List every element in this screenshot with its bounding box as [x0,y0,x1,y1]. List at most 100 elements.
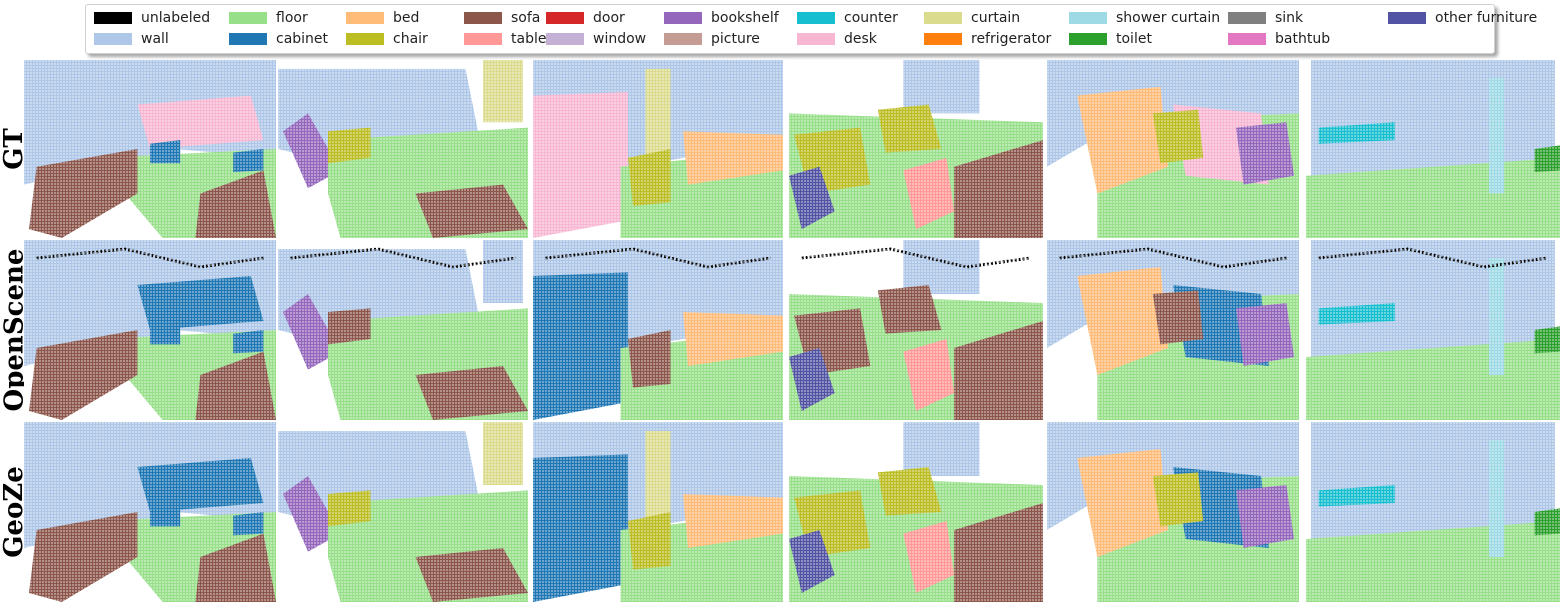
legend-item-door: door [546,9,625,27]
panel-row2-col2 [278,240,528,420]
point-cloud-image [789,422,1043,602]
legend-label: bookshelf [711,10,779,26]
legend-label: sink [1275,10,1304,26]
panel-row2-col5 [1047,240,1299,420]
point-cloud-image [1047,60,1299,238]
panel-row1-col5 [1047,60,1299,238]
legend-item-shower-curtain: shower curtain [1069,9,1220,27]
point-cloud-image [1306,240,1560,420]
legend-label: picture [711,31,760,47]
panel-row1-col3 [533,60,783,238]
legend-label: curtain [971,10,1021,26]
legend-swatch [464,33,502,45]
legend-item-picture: picture [664,30,760,48]
legend-swatch [924,33,962,45]
panel-row3-col5 [1047,422,1299,602]
legend-label: shower curtain [1116,10,1221,26]
point-cloud-image [24,422,276,602]
legend-label: counter [844,10,898,26]
legend-item-wall: wall [94,30,169,48]
point-cloud-image [278,240,528,420]
legend-item-sofa: sofa [464,9,540,27]
legend-item-curtain: curtain [924,9,1020,27]
legend-label: bathtub [1275,31,1331,47]
legend-swatch [94,33,132,45]
panel-row3-col3 [533,422,783,602]
legend-label: table [511,31,547,47]
legend-swatch [1228,33,1266,45]
legend-label: sofa [511,10,541,26]
legend-label: door [593,10,625,26]
legend-item-window: window [546,30,646,48]
panel-row3-col6 [1306,422,1560,602]
point-cloud-image [789,60,1043,238]
point-cloud-image [24,240,276,420]
legend-swatch [546,12,584,24]
panel-row1-col2 [278,60,528,238]
legend-item-sink: sink [1228,9,1303,27]
panel-row3-col4 [789,422,1043,602]
legend-label: wall [141,31,169,47]
point-cloud-image [24,60,276,238]
legend-item-unlabeled: unlabeled [94,9,210,27]
panel-row2-col6 [1306,240,1560,420]
point-cloud-image [1306,60,1560,238]
legend-label: other furniture [1435,10,1538,26]
legend-swatch [346,12,384,24]
legend-label: floor [276,10,308,26]
legend-swatch [464,12,502,24]
legend-item-toilet: toilet [1069,30,1152,48]
panel-row1-col1 [24,60,276,238]
legend-swatch [1228,12,1266,24]
legend-label: bed [393,10,420,26]
point-cloud-image [1047,422,1299,602]
legend-label: refrigerator [971,31,1052,47]
legend-swatch [546,33,584,45]
legend-item-desk: desk [797,30,877,48]
legend-label: window [593,31,647,47]
point-cloud-image [533,422,783,602]
panel-row3-col1 [24,422,276,602]
legend-label: chair [393,31,428,47]
point-cloud-image [533,240,783,420]
legend-swatch [1069,33,1107,45]
legend-label: unlabeled [141,10,211,26]
legend-label: desk [844,31,877,47]
legend-item-bookshelf: bookshelf [664,9,779,27]
legend-item-counter: counter [797,9,898,27]
point-cloud-image [1306,422,1560,602]
legend-swatch [797,33,835,45]
legend-swatch [797,12,835,24]
legend-item-bathtub: bathtub [1228,30,1330,48]
point-cloud-image [278,60,528,238]
legend-swatch [346,33,384,45]
legend-label: cabinet [276,31,329,47]
panel-row2-col1 [24,240,276,420]
panel-row1-col6 [1306,60,1560,238]
point-cloud-image [789,240,1043,420]
point-cloud-image [1047,240,1299,420]
panel-row2-col4 [789,240,1043,420]
panel-row3-col2 [278,422,528,602]
legend-swatch [664,33,702,45]
legend-swatch [1388,12,1426,24]
panel-row2-col3 [533,240,783,420]
legend-item-refrigerator: refrigerator [924,30,1051,48]
legend-swatch [1069,12,1107,24]
legend-item-bed: bed [346,9,419,27]
legend-swatch [229,33,267,45]
panel-row1-col4 [789,60,1043,238]
legend-item-chair: chair [346,30,428,48]
legend-item-floor: floor [229,9,308,27]
legend-swatch [664,12,702,24]
legend: unlabeled wall floor cabinet bed chair sofa tab… [85,4,1537,54]
point-cloud-image [278,422,528,602]
legend-item-table: table [464,30,546,48]
legend-swatch [94,12,132,24]
legend-label: toilet [1116,31,1152,47]
point-cloud-image [533,60,783,238]
legend-item-cabinet: cabinet [229,30,328,48]
legend-swatch [924,12,962,24]
legend-item-other-furniture: other furniture [1388,9,1537,27]
legend-swatch [229,12,267,24]
